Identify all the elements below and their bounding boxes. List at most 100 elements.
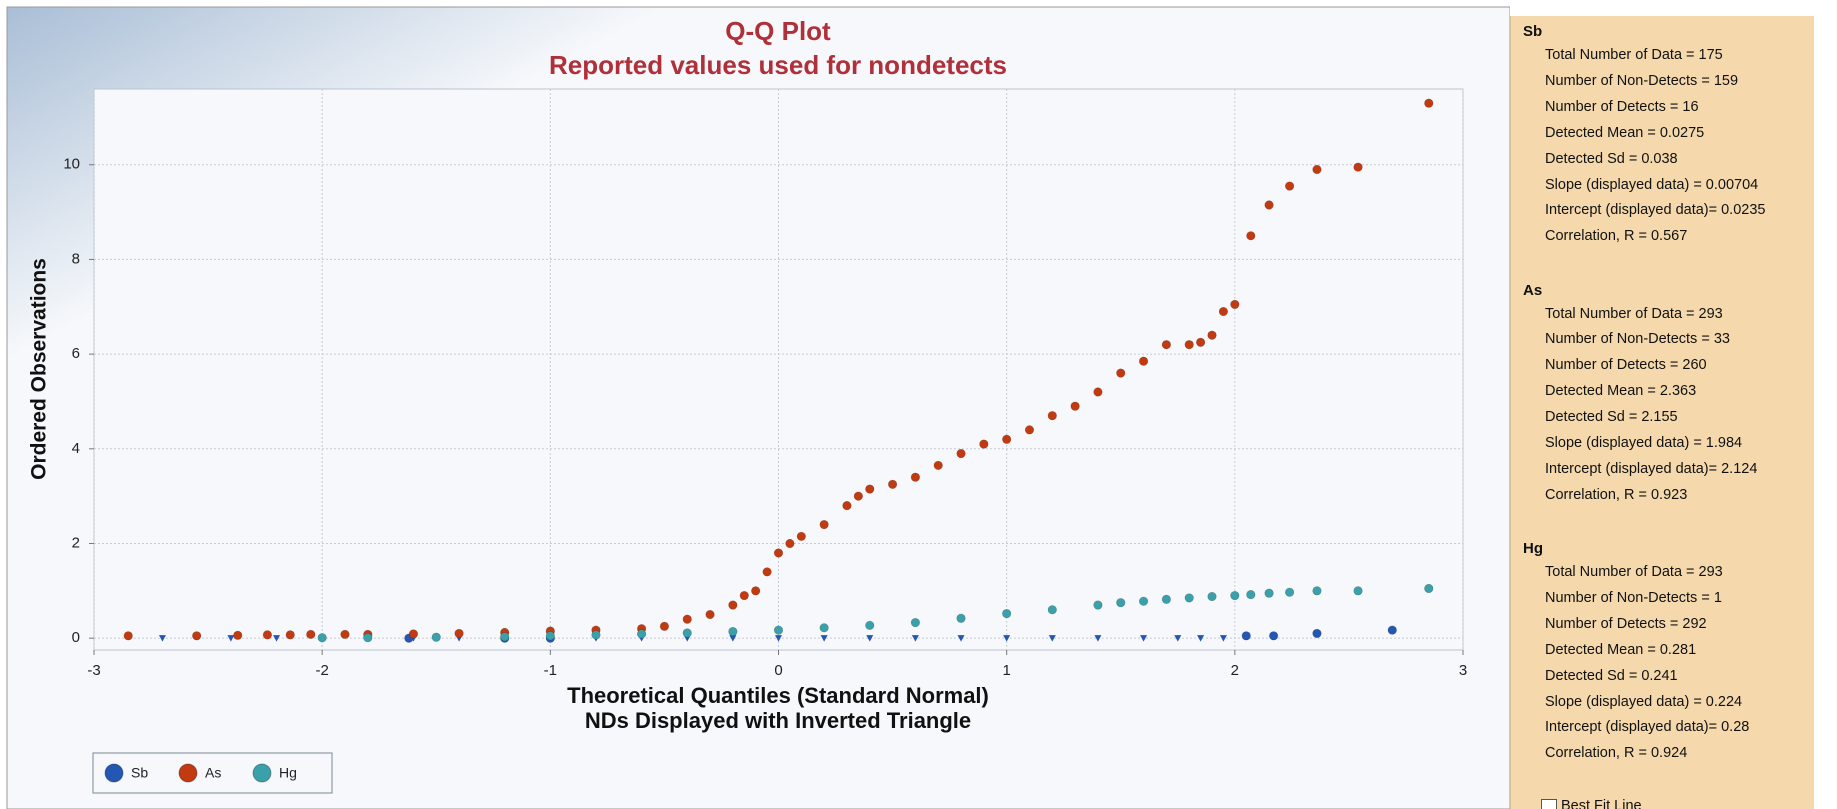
nondetect-point: [273, 635, 281, 642]
statistic: Intercept (displayed data)= 2.124: [1545, 460, 1758, 477]
data-point: [1207, 330, 1217, 340]
checkbox-label[interactable]: Best Fit Line: [1561, 798, 1642, 809]
data-point: [545, 631, 555, 641]
data-point: [956, 448, 966, 459]
y-tick-label: 2: [72, 534, 80, 551]
data-point: [865, 620, 875, 630]
nondetect-point: [1174, 635, 1182, 642]
data-point: [956, 613, 966, 623]
x-tick-label: -3: [87, 662, 100, 679]
data-point: [682, 614, 692, 624]
data-point: [910, 617, 921, 628]
statistic: Number of Non-Detects = 159: [1545, 72, 1739, 89]
data-point: [1230, 590, 1240, 601]
data-point: [1246, 231, 1256, 241]
data-point: [853, 491, 863, 501]
data-point: [285, 630, 295, 640]
data-point: [842, 501, 852, 511]
data-point: [1230, 299, 1240, 310]
y-tick-label: 0: [72, 629, 80, 646]
data-point: [454, 628, 464, 639]
x-tick-label: -1: [544, 662, 557, 679]
nondetect-point: [957, 635, 965, 642]
data-point: [1093, 387, 1103, 397]
y-tick-label: 8: [72, 250, 80, 267]
data-point: [1184, 340, 1194, 350]
statistic: Correlation, R = 0.924: [1545, 745, 1688, 762]
y-tick-label: 6: [72, 345, 80, 362]
x-tick-label: 0: [774, 662, 782, 679]
data-point: [1116, 368, 1126, 378]
nondetect-point: [820, 635, 828, 642]
data-point: [306, 629, 316, 639]
statistic: Detected Mean = 0.281: [1545, 641, 1697, 658]
section-header: Hg: [1523, 540, 1543, 557]
legend-marker: [104, 763, 124, 783]
nondetect-point: [1197, 635, 1205, 642]
data-point: [1184, 593, 1194, 603]
statistic: Number of Detects = 260: [1545, 357, 1707, 374]
data-point: [910, 472, 921, 482]
data-point: [1284, 181, 1295, 191]
data-point: [408, 629, 419, 639]
data-point: [1353, 162, 1363, 172]
nondetect-point: [1048, 635, 1056, 642]
data-point: [317, 633, 327, 643]
data-point: [682, 628, 692, 638]
nondetect-point: [1003, 635, 1011, 642]
statistic: Correlation, R = 0.567: [1545, 228, 1688, 245]
data-point: [500, 632, 510, 642]
x-axis-note: NDs Displayed with Inverted Triangle: [585, 708, 971, 733]
data-point: [1047, 605, 1057, 615]
x-axis-label: Theoretical Quantiles (Standard Normal): [567, 683, 989, 708]
statistic: Slope (displayed data) = 1.984: [1545, 435, 1743, 451]
statistic: Number of Detects = 16: [1545, 98, 1699, 115]
data-point: [1161, 594, 1171, 604]
nondetect-point: [227, 635, 235, 642]
data-point: [1070, 401, 1080, 411]
y-tick-label: 10: [63, 156, 80, 173]
checkbox[interactable]: [1541, 799, 1557, 809]
data-point: [739, 590, 749, 601]
x-tick-label: 2: [1231, 662, 1239, 679]
data-point: [1312, 628, 1322, 639]
statistic: Intercept (displayed data)= 0.0235: [1545, 202, 1766, 219]
statistics-panel: Sb Total Number of Data = 175 Number of No…: [1510, 16, 1814, 809]
data-point: [705, 609, 715, 620]
statistic: Total Number of Data = 293: [1545, 305, 1723, 322]
data-point: [363, 633, 373, 643]
legend-label: Sb: [131, 765, 148, 781]
data-point: [1218, 306, 1229, 317]
data-point: [1246, 590, 1256, 600]
statistic: Slope (displayed data) = 0.00704: [1545, 176, 1759, 193]
statistic: Detected Sd = 0.241: [1545, 667, 1678, 684]
statistic: Detected Mean = 0.0275: [1545, 124, 1705, 141]
nondetect-point: [729, 635, 737, 642]
data-point: [1002, 434, 1012, 444]
data-point: [1116, 598, 1126, 608]
data-point: [1047, 411, 1057, 421]
data-point: [728, 626, 738, 637]
data-point: [1161, 340, 1171, 350]
data-point: [1024, 425, 1035, 435]
nondetect-point: [866, 635, 874, 642]
data-point: [1353, 586, 1363, 596]
statistic: Total Number of Data = 175: [1545, 47, 1723, 63]
data-point: [1241, 631, 1251, 641]
data-point: [1138, 596, 1149, 606]
data-point: [1196, 337, 1206, 347]
data-point: [1387, 625, 1397, 635]
data-point: [123, 631, 133, 641]
section-header: Sb: [1523, 23, 1543, 40]
data-point: [887, 479, 898, 489]
data-point: [1264, 200, 1274, 210]
data-point: [1424, 583, 1434, 594]
x-tick-label: 1: [1002, 662, 1010, 679]
data-point: [773, 548, 784, 558]
data-point: [1284, 587, 1295, 597]
data-point: [262, 630, 273, 640]
nondetect-point: [775, 635, 782, 642]
legend-label: As: [205, 765, 221, 781]
legend-marker: [178, 763, 198, 783]
